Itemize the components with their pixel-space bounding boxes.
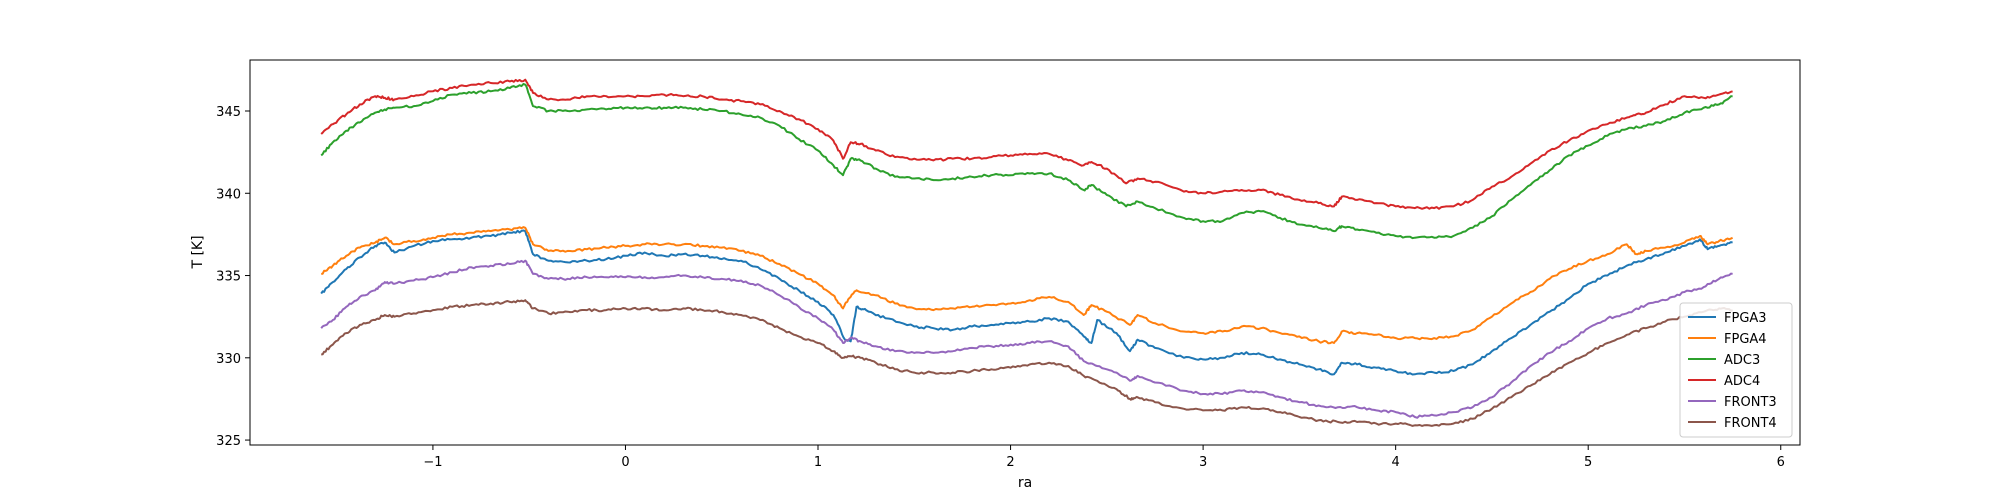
x-tick-label: 1 (814, 455, 822, 470)
x-tick-label: −1 (423, 455, 442, 470)
x-axis-label: ra (1018, 475, 1032, 491)
series-line-adc4 (320, 78, 1733, 210)
legend-label: ADC4 (1724, 374, 1760, 389)
legend-label: ADC3 (1724, 353, 1760, 368)
plot-area (250, 60, 1800, 445)
series-line-fpga4 (321, 226, 1734, 345)
y-tick-label: 325 (216, 434, 241, 449)
x-tick-label: 2 (1006, 455, 1014, 470)
y-axis: 325 330 335 340 345 (216, 105, 250, 449)
x-tick-label: 4 (1392, 455, 1400, 470)
legend: FPGA3 FPGA4 ADC3 ADC4 FRONT3 FRONT4 (1679, 302, 1793, 438)
y-tick-label: 330 (216, 352, 241, 367)
legend-label: FRONT3 (1724, 395, 1777, 410)
y-tick-label: 345 (216, 105, 241, 120)
x-tick-label: 0 (621, 455, 629, 470)
legend-box (1679, 302, 1793, 438)
plot-frame (249, 59, 1801, 446)
series-layer (320, 78, 1734, 427)
legend-label: FPGA3 (1724, 311, 1767, 326)
legend-label: FRONT4 (1724, 416, 1777, 431)
series-line-adc3 (320, 83, 1733, 240)
y-tick-label: 335 (216, 270, 241, 285)
legend-label: FPGA4 (1724, 332, 1767, 347)
x-axis: −1 0 1 2 3 4 5 6 (423, 445, 1785, 470)
series-line-fpga3 (320, 229, 1733, 376)
x-tick-label: 5 (1584, 455, 1592, 470)
y-axis-label: T [K] (190, 235, 206, 269)
series-line-front3 (320, 259, 1733, 419)
y-tick-label: 340 (216, 187, 241, 202)
series-line-front4 (321, 299, 1733, 427)
x-tick-label: 3 (1199, 455, 1207, 470)
x-tick-label: 6 (1777, 455, 1785, 470)
